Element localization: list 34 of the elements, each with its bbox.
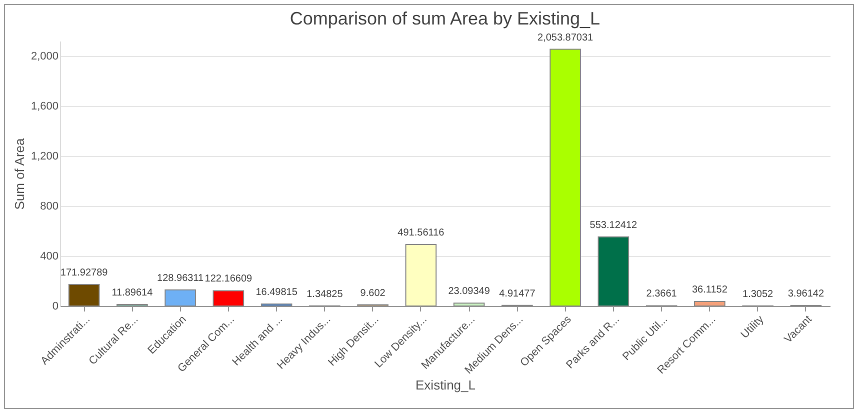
y-tick-label: 1,200: [30, 150, 58, 162]
bar: [260, 303, 292, 306]
y-tick-label: 800: [40, 200, 58, 212]
y-tick-label: 0: [52, 300, 58, 312]
y-tick-label: 1,600: [30, 100, 58, 112]
data-label: 1.34825: [306, 288, 344, 300]
data-label: 128.96311: [157, 272, 204, 284]
data-label: 3.96142: [788, 288, 824, 300]
bar: [694, 300, 726, 306]
y-tick-label: 2,000: [30, 50, 58, 62]
data-label: 23.09349: [448, 286, 490, 298]
data-label: 491.56116: [398, 228, 445, 239]
bar: [598, 236, 630, 306]
bar: [164, 289, 196, 306]
data-label: 9.602: [360, 288, 386, 299]
bar: [405, 244, 437, 306]
data-label: 2,053.87031: [538, 32, 594, 44]
y-tick-label: 400: [40, 250, 58, 262]
data-label: 171.92789: [60, 268, 108, 279]
data-label: 553.12412: [590, 220, 638, 231]
chart-title: Comparison of sum Area by Existing_L: [290, 8, 600, 28]
bar: [550, 48, 581, 306]
data-label: 16.49815: [256, 286, 298, 298]
data-label: 11.89614: [112, 288, 154, 299]
bar: [68, 284, 100, 306]
x-axis-title: Existing_L: [416, 378, 476, 393]
data-label: 4.91477: [499, 288, 536, 300]
bar: [212, 290, 244, 306]
data-label: 1.3052: [742, 288, 774, 300]
data-label: 36.1152: [692, 284, 728, 296]
data-label: 122.16609: [204, 274, 253, 285]
y-axis-title: Sum of Area: [12, 137, 27, 210]
bar: [453, 302, 485, 306]
data-label: 2.3661: [646, 288, 678, 300]
